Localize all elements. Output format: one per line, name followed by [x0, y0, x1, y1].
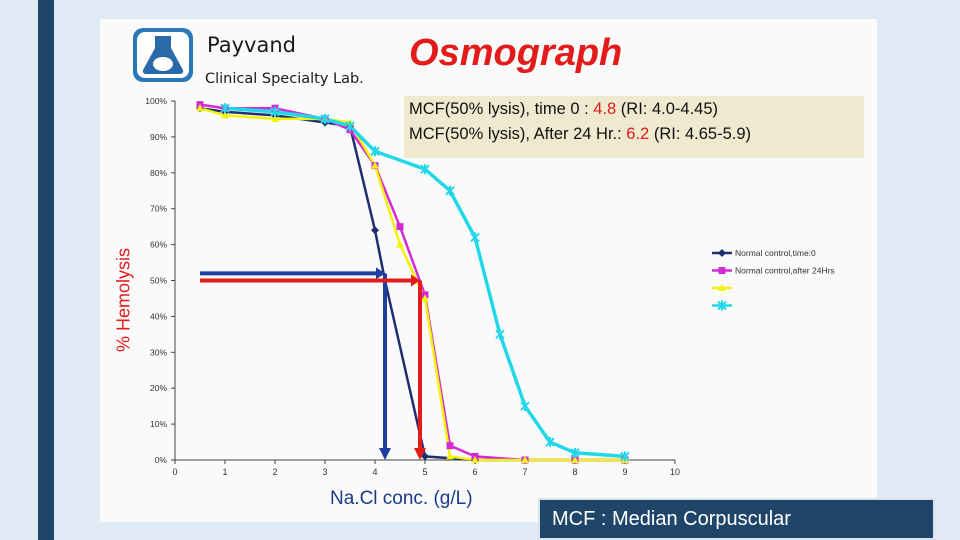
- x-axis-label: Na.Cl conc. (g/L): [330, 488, 473, 509]
- y-tick-label: 60%: [150, 240, 167, 250]
- series-legend-1-point: [718, 267, 726, 274]
- series-1-point: [396, 223, 404, 231]
- x-tick-label: 9: [622, 467, 627, 477]
- x-tick-label: 10: [670, 467, 680, 477]
- mcf-line-time0: MCF(50% lysis), time 0 : 4.8 (RI: 4.0-4.…: [409, 100, 719, 118]
- series-2-point: [371, 161, 379, 169]
- series-2-point: [421, 294, 429, 302]
- y-tick-label: 70%: [150, 204, 167, 214]
- series-2-point: [446, 452, 454, 460]
- series-0-point: [371, 226, 379, 235]
- x-tick-label: 4: [372, 467, 377, 477]
- series-3-point: [545, 437, 555, 448]
- series-3-point: [445, 185, 455, 196]
- x-tick-label: 7: [522, 467, 527, 477]
- y-tick-label: 30%: [150, 347, 167, 357]
- x-tick-label: 8: [572, 467, 577, 477]
- footer-banner: MCF : Median Corpuscular: [538, 498, 935, 540]
- series-2-point: [396, 240, 404, 248]
- mcf-arrow-1-head-right: [411, 274, 420, 287]
- series-legend-0-point: [718, 249, 726, 257]
- series-legend-3-point: [717, 300, 727, 311]
- series-3-point: [570, 447, 580, 458]
- y-tick-label: 40%: [150, 311, 167, 321]
- x-tick-label: 2: [272, 467, 277, 477]
- y-tick-label: 80%: [150, 168, 167, 178]
- series-3-point: [345, 121, 355, 132]
- series-2-point: [571, 456, 579, 463]
- mcf-value-time0: 4.8: [593, 100, 617, 118]
- legend-label-0: Normal control,time:0: [735, 248, 816, 258]
- x-tick-label: 3: [322, 467, 327, 477]
- series-3-point: [495, 329, 505, 340]
- series-3-point: [270, 106, 280, 117]
- mcf-line-24hr: MCF(50% lysis), After 24 Hr.: 6.2 (RI: 4…: [409, 125, 752, 143]
- left-accent-bar: [38, 0, 54, 540]
- mcf-info-box: [404, 96, 864, 158]
- series-0-point: [421, 452, 429, 461]
- series-3-point: [520, 401, 530, 412]
- x-tick-label: 1: [222, 467, 227, 477]
- y-tick-label: 100%: [145, 96, 167, 106]
- y-tick-label: 20%: [150, 383, 167, 393]
- y-tick-label: 10%: [150, 419, 167, 429]
- series-2-point: [471, 456, 479, 463]
- y-axis-label: % Hemolysis: [113, 247, 134, 353]
- series-3-point: [220, 103, 230, 114]
- mcf-arrow-0-head-down: [379, 448, 391, 460]
- series-3-point: [320, 113, 330, 124]
- series-3-point: [370, 146, 380, 157]
- series-3-point: [420, 164, 430, 175]
- x-tick-label: 5: [422, 467, 427, 477]
- footer-text: MCF : Median Corpuscular: [552, 508, 791, 530]
- page-title: Osmograph: [409, 32, 623, 74]
- legend-label-1: Normal control,after 24Hrs: [735, 266, 835, 276]
- mcf-arrow-0-head-right: [376, 267, 385, 280]
- series-3-point: [620, 451, 630, 462]
- series-1-point: [446, 442, 454, 450]
- series-3-point: [470, 232, 480, 243]
- series-2-point: [521, 456, 529, 463]
- series-legend-2-point: [718, 284, 726, 291]
- y-tick-label: 0%: [155, 455, 168, 465]
- series-2-point: [196, 104, 204, 112]
- y-tick-label: 50%: [150, 276, 167, 286]
- series-2-point: [221, 111, 229, 119]
- mcf-value-24hr: 6.2: [626, 125, 650, 143]
- lab-name: Payvand: [207, 33, 296, 57]
- lab-subtitle: Clinical Specialty Lab.: [205, 71, 364, 87]
- lab-logo-icon: [133, 28, 193, 82]
- x-tick-label: 6: [472, 467, 477, 477]
- mcf-arrow-1-head-down: [414, 448, 426, 460]
- y-tick-label: 90%: [150, 132, 167, 142]
- x-tick-label: 0: [172, 467, 177, 477]
- series-2-point: [271, 114, 279, 122]
